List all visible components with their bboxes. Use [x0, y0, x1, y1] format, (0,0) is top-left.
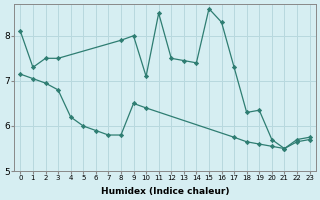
X-axis label: Humidex (Indice chaleur): Humidex (Indice chaleur) — [101, 187, 229, 196]
